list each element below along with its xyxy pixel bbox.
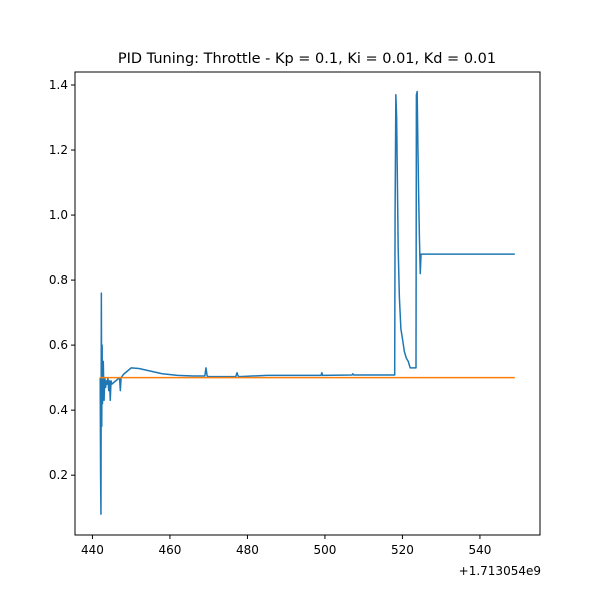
x-tick-label: 440	[81, 543, 104, 557]
x-offset-label: +1.713054e9	[459, 564, 541, 578]
chart-title: PID Tuning: Throttle - Kp = 0.1, Ki = 0.…	[118, 51, 496, 67]
x-tick-label: 520	[391, 543, 414, 557]
series-layer	[99, 90, 515, 515]
x-axis: 440 460 480 500 520 540	[81, 535, 491, 557]
y-tick-label: 1.0	[49, 208, 68, 222]
axes-frame	[74, 71, 541, 536]
y-axis: 0.2 0.4 0.6 0.8 1.0 1.2 1.4	[49, 78, 75, 482]
x-tick-label: 500	[313, 543, 336, 557]
x-tick-label: 540	[468, 543, 491, 557]
x-tick-label: 480	[236, 543, 259, 557]
y-tick-label: 1.2	[49, 143, 68, 157]
series-line-1	[99, 90, 515, 515]
x-tick-label: 460	[158, 543, 181, 557]
y-tick-label: 1.4	[49, 78, 68, 92]
y-tick-label: 0.2	[49, 468, 68, 482]
y-tick-label: 0.8	[49, 273, 68, 287]
y-tick-label: 0.6	[49, 338, 68, 352]
y-tick-label: 0.4	[49, 403, 68, 417]
